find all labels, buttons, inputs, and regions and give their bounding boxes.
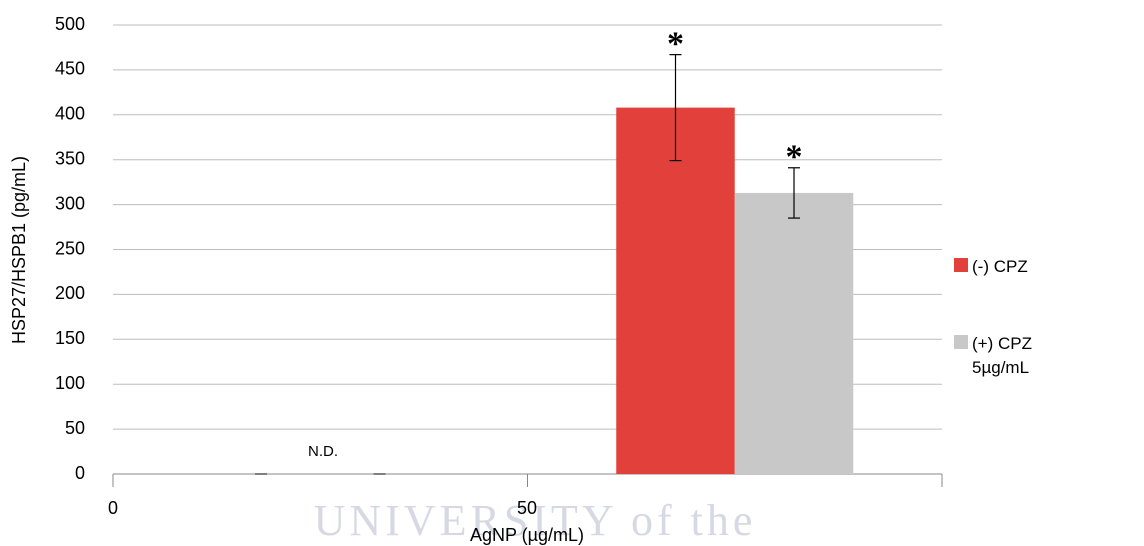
y-tick-label: 400 [55, 104, 85, 124]
legend-swatch [954, 258, 968, 272]
watermark: UNIVERSITY of the [314, 496, 757, 545]
y-axis-label: HSP27/HSPB1 (pg/mL) [9, 156, 29, 344]
y-tick-label: 150 [55, 328, 85, 348]
y-tick-label: 200 [55, 283, 85, 303]
legend-label: (+) CPZ 5µg/mL [972, 334, 1032, 377]
significance-mark: * [786, 139, 803, 176]
bar [734, 192, 854, 474]
y-tick-label: 100 [55, 373, 85, 393]
x-tick-label: 0 [108, 498, 118, 518]
y-tick-label: 300 [55, 193, 85, 213]
error-bar [788, 167, 800, 219]
bar [616, 107, 735, 474]
legend-item: (+) CPZ 5µg/mL [954, 332, 1052, 380]
annotation: N.D. [308, 443, 338, 460]
legend-swatch [954, 335, 968, 349]
y-tick-label: 450 [55, 59, 85, 79]
y-tick-label: 0 [75, 463, 85, 483]
y-tick-label: 250 [55, 238, 85, 258]
x-axis-label: AgNP (µg/mL) [470, 525, 584, 545]
legend-item: (-) CPZ [954, 255, 1052, 279]
significance-mark: * [667, 25, 684, 62]
legend-label: (-) CPZ [972, 257, 1028, 276]
x-tick-label: 50 [517, 498, 537, 518]
error-bar [669, 54, 682, 162]
y-tick-label: 500 [55, 14, 85, 34]
y-tick-label: 350 [55, 148, 85, 168]
y-tick-label: 50 [65, 418, 85, 438]
